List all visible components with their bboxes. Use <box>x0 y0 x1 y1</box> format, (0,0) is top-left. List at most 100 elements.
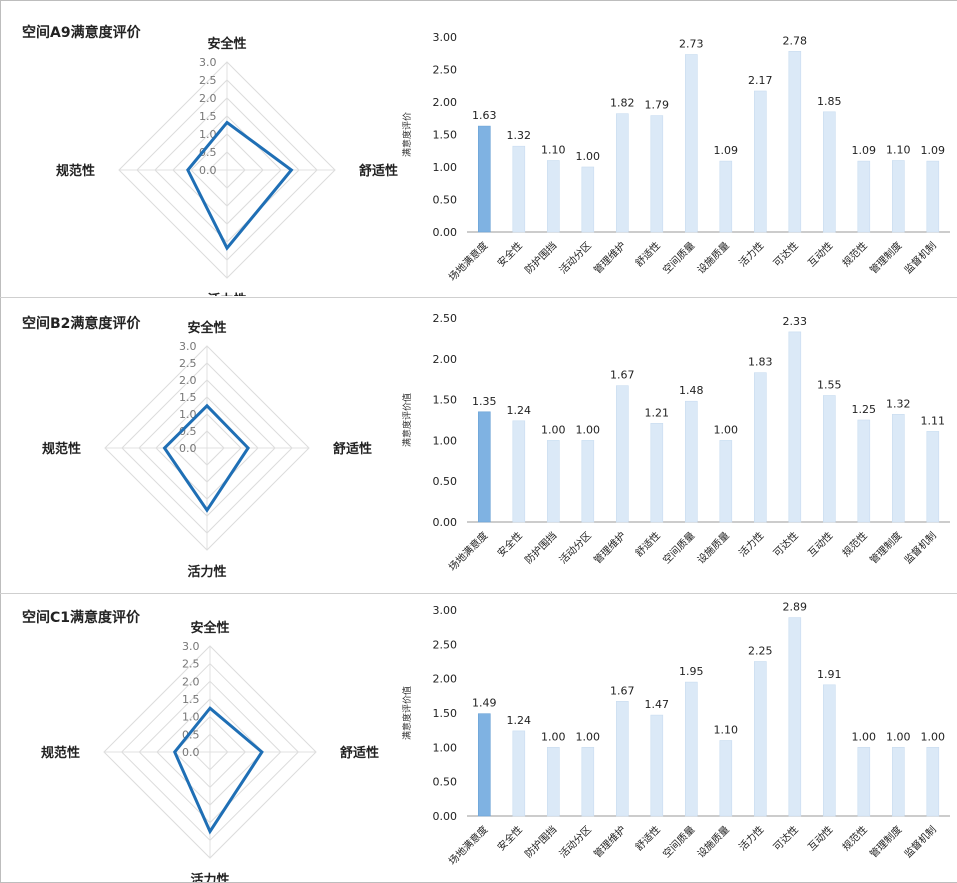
bar-data-label: 1.00 <box>576 423 601 436</box>
panel-title: 空间C1满意度评价 <box>22 610 141 626</box>
radar-axis-label: 活力性 <box>187 564 226 580</box>
x-tick-label: 舒适性 <box>632 529 662 559</box>
bar <box>512 730 526 817</box>
x-tick-label: 活力性 <box>736 529 766 559</box>
radar-tick-label: 0.0 <box>182 746 200 759</box>
bar-data-label: 1.91 <box>817 668 842 681</box>
x-tick-label: 场地满意度 <box>446 529 491 574</box>
y-tick-label: 3.00 <box>433 31 458 44</box>
radar-tick-label: 2.0 <box>182 675 200 688</box>
y-tick-label: 2.00 <box>433 673 458 686</box>
radar-tick-label: 2.5 <box>179 357 197 370</box>
radar-series-line <box>162 403 251 513</box>
bar <box>512 145 526 233</box>
bar <box>615 701 629 817</box>
radar-tick-label: 1.0 <box>182 711 200 724</box>
x-tick-label: 可达性 <box>770 239 800 269</box>
bar <box>684 54 698 233</box>
y-tick-label: 2.00 <box>433 96 458 109</box>
bar-data-label: 1.95 <box>679 665 704 678</box>
radar-axis-label: 活力性 <box>207 292 246 296</box>
bar-data-label: 1.85 <box>817 95 842 108</box>
bar-chart: 3.00 2.50 2.00 1.50 1.00 0.50 0.00 满意度评价 1.63 场地满… <box>401 31 950 283</box>
x-tick-label: 场地满意度 <box>446 823 491 868</box>
y-tick-label: 2.50 <box>433 638 458 651</box>
y-tick-label: 1.50 <box>433 129 458 142</box>
bar <box>581 166 595 233</box>
x-tick-label: 设施质量 <box>694 239 731 276</box>
panel-c1: 空间C1满意度评价 3.0 2.5 2.0 1.5 1.0 0.5 0.0 安全性 舒适性 活力性… <box>0 594 957 882</box>
bar <box>477 713 491 817</box>
x-tick-label: 防护围挡 <box>522 529 559 566</box>
x-tick-label: 可达性 <box>770 529 800 559</box>
x-tick-label: 管理维护 <box>591 239 628 276</box>
bar-data-label: 1.24 <box>507 714 532 727</box>
bar-data-label: 1.83 <box>748 356 773 369</box>
bar-data-label: 2.17 <box>748 74 773 87</box>
bar <box>788 617 802 817</box>
radar-tick-label: 2.5 <box>199 74 217 87</box>
y-tick-label: 1.00 <box>433 161 458 174</box>
radar-tick-label: 3.0 <box>199 56 217 69</box>
radar-tick-label: 2.5 <box>182 658 200 671</box>
panel-a9: 空间A9满意度评价 3.02.52.01.51.00.50.0安全性舒适性活力性… <box>0 0 957 296</box>
panel-divider <box>0 297 957 298</box>
bar <box>788 50 802 233</box>
bar-data-label: 1.00 <box>852 730 877 743</box>
bar-data-label: 1.24 <box>507 404 532 417</box>
bar <box>822 684 836 817</box>
y-tick-label: 1.00 <box>433 434 458 447</box>
bar <box>753 90 767 233</box>
y-tick-label: 0.50 <box>433 194 458 207</box>
y-tick-label: 1.00 <box>433 741 458 754</box>
bar <box>891 747 905 817</box>
bar-data-label: 1.67 <box>610 684 635 697</box>
y-tick-label: 0.50 <box>433 475 458 488</box>
bar-data-label: 2.33 <box>783 315 808 328</box>
bar-data-label: 1.49 <box>472 697 497 710</box>
bar <box>477 125 491 233</box>
bar <box>650 714 664 817</box>
bar <box>753 661 767 817</box>
bar <box>650 115 664 233</box>
x-tick-label: 监督机制 <box>901 529 938 566</box>
x-tick-label: 防护围挡 <box>522 823 559 860</box>
bar <box>719 740 733 817</box>
x-tick-label: 管理维护 <box>591 529 628 566</box>
bar-data-label: 1.00 <box>714 423 739 436</box>
y-tick-label: 0.00 <box>433 516 458 529</box>
radar-tick-label: 1.5 <box>179 391 197 404</box>
bar-data-label: 1.00 <box>886 730 911 743</box>
radar-tick-label: 1.5 <box>199 110 217 123</box>
radar-tick-label: 3.0 <box>182 640 200 653</box>
x-tick-label: 安全性 <box>494 239 524 269</box>
panel-title: 空间A9满意度评价 <box>22 25 141 41</box>
radar-tick-label: 1.0 <box>179 408 197 421</box>
radar-axis-label: 规范性 <box>41 745 80 761</box>
bar <box>926 431 940 523</box>
bar-chart: 3.00 2.50 2.00 1.50 1.00 0.50 0.00 满意度评价值 1.49 场地… <box>401 601 950 868</box>
x-tick-label: 活动分区 <box>557 824 594 861</box>
bar <box>477 411 491 523</box>
bar-data-label: 1.47 <box>645 698 670 711</box>
x-tick-label: 互动性 <box>805 529 835 559</box>
bar-data-label: 2.73 <box>679 38 704 51</box>
bar <box>546 440 560 523</box>
bar-data-label: 1.00 <box>541 730 566 743</box>
bar-data-label: 1.55 <box>817 379 842 392</box>
radar-axis-label: 规范性 <box>56 163 95 179</box>
bar <box>719 160 733 233</box>
x-tick-label: 活动分区 <box>557 240 594 277</box>
bar <box>615 113 629 233</box>
x-tick-label: 可达性 <box>770 823 800 853</box>
x-tick-label: 管理制度 <box>867 239 904 276</box>
x-tick-label: 活力性 <box>736 823 766 853</box>
bar-data-label: 1.21 <box>645 406 670 419</box>
radar-tick-label: 0.0 <box>179 442 197 455</box>
bar <box>788 331 802 523</box>
x-tick-label: 空间质量 <box>660 529 697 566</box>
radar-tick-label: 0.0 <box>199 164 217 177</box>
y-axis-label: 满意度评价 <box>401 112 413 157</box>
bar-data-label: 1.32 <box>507 129 532 142</box>
y-tick-label: 0.50 <box>433 776 458 789</box>
